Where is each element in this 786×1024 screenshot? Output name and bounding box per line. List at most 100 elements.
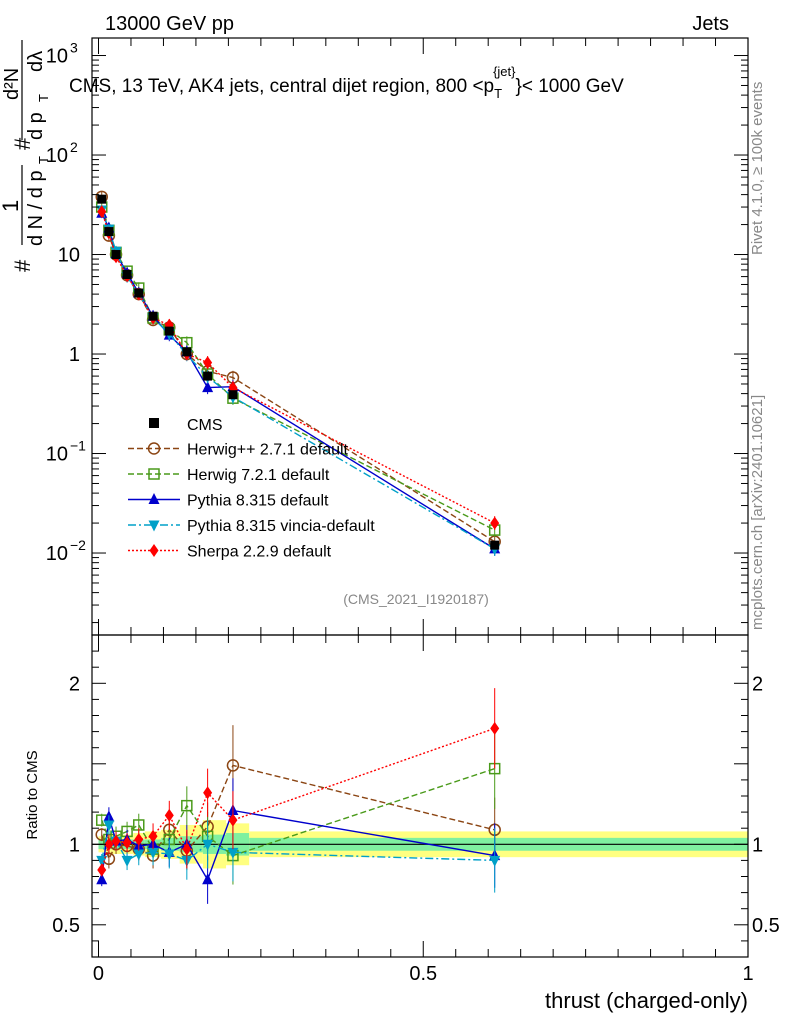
main-ytick-label-2: 1 (69, 344, 80, 366)
ratio-point-3-0 (96, 855, 108, 867)
mcplots-label: mcplots.cern.ch [arXiv:2401.10621] (749, 395, 766, 630)
title-sup: {jet} (493, 64, 516, 79)
legend-marker-2 (148, 493, 160, 504)
series-point-4-8 (203, 356, 213, 370)
main-ylabel: # 1 d N / d p T # d²N d p T dλ (0, 40, 51, 272)
main-ytick-label-0: 10 (46, 543, 68, 565)
legend-marker-1 (148, 468, 160, 480)
header-left: 13000 GeV pp (105, 13, 234, 35)
legend: CMS Herwig++ 2.7.1 default Herwig 7.2.1 de… (128, 417, 375, 561)
main-ytick-label-1: 10 (46, 444, 68, 466)
ratio-ytick-label-l-1: 1 (69, 834, 80, 856)
title-end: }< 1000 GeV (516, 76, 625, 97)
ratio-point-4-3 (122, 836, 132, 850)
xtick-label-1: 0.5 (409, 963, 437, 985)
ratio-point-4-2 (111, 834, 121, 848)
cms-point-1 (104, 227, 114, 237)
xtick-label-0: 0 (93, 963, 104, 985)
ylabel-hash1: # (10, 259, 35, 272)
ratio-ytick-label-l-2: 2 (69, 673, 80, 695)
ratio-point-2-0 (96, 873, 108, 885)
main-ytick-exp-1: −1 (70, 438, 86, 454)
ratio-point-4-9 (228, 813, 238, 827)
ratio-point-4-7 (182, 842, 192, 856)
ylabel-hash2: # (10, 137, 35, 150)
ratio-line-0 (101, 764, 495, 861)
ratio-point-3-4 (133, 849, 145, 861)
ratio-ylabel: Ratio to CMS (24, 750, 41, 839)
series-point-2-8 (202, 381, 214, 393)
plot-title: CMS, 13 TeV, AK4 jets, central dijet reg… (69, 64, 624, 101)
cms-point-4 (134, 288, 144, 298)
ylabel-t1: T (36, 156, 51, 164)
ratio-point-3-8 (202, 839, 214, 851)
ylabel-t2: T (36, 94, 51, 102)
legend-label-0: Herwig++ 2.7.1 default (187, 442, 349, 459)
main-panel (95, 190, 501, 556)
x-axis-label: thrust (charged-only) (545, 988, 748, 1013)
ylabel-dl: dλ (25, 51, 47, 72)
cms-point-0 (97, 194, 107, 204)
ylabel-one: 1 (0, 200, 23, 212)
ylabel-dndpt: d N / d p (25, 170, 47, 246)
main-ytick-exp-0: −2 (70, 537, 86, 553)
header-right: Jets (692, 13, 729, 35)
cms-point-10 (490, 540, 500, 550)
ratio-point-2-8 (202, 873, 214, 885)
main-ytick-label-3: 10 (58, 245, 80, 267)
ratio-point-3-3 (121, 855, 133, 867)
ratio-series-4 (97, 688, 500, 877)
legend-label-2: Pythia 8.315 default (187, 493, 329, 510)
cms-point-3 (122, 269, 132, 279)
cms-data (97, 194, 500, 550)
series-1 (95, 201, 501, 538)
ratio-point-3-5 (147, 847, 159, 859)
title-sub: T (494, 86, 502, 101)
cms-point-6 (164, 326, 174, 336)
main-ytick-label-5: 10 (46, 46, 68, 68)
cms-point-8 (203, 371, 213, 381)
legend-marker-4 (149, 544, 159, 557)
ratio-point-4-5 (148, 829, 158, 843)
ratio-point-4-10 (490, 721, 500, 735)
ratio-ytick-label-r-2: 2 (752, 673, 763, 695)
main-ytick-exp-5: 3 (70, 40, 78, 56)
ratio-uncertainty-bands (92, 820, 749, 869)
main-ytick-label-4: 10 (46, 145, 68, 167)
ratio-ytick-label-r-0: 0.5 (752, 915, 780, 937)
ratio-point-1-7 (181, 799, 193, 812)
rivet-label: Rivet 4.1.0, ≥ 100k events (749, 82, 766, 255)
ratio-point-0-9 (226, 759, 240, 772)
series-line-0 (101, 196, 496, 543)
series-point-4-0 (97, 205, 107, 219)
series-line-4 (101, 211, 496, 524)
legend-label-3: Pythia 8.315 vincia-default (187, 518, 375, 535)
ratio-point-4-4 (134, 832, 144, 846)
series-line-3 (101, 209, 496, 550)
ratio-point-3-10 (489, 855, 501, 867)
ratio-point-4-6 (164, 808, 174, 822)
ratio-point-3-6 (163, 849, 175, 861)
cms-point-7 (182, 347, 192, 357)
legend-label-1: Herwig 7.2.1 default (187, 467, 330, 484)
ratio-frame (91, 634, 749, 958)
ratio-point-4-0 (97, 863, 107, 877)
cms-point-2 (111, 250, 121, 260)
ratio-point-3-1 (103, 820, 115, 832)
ratio-point-3-9 (227, 847, 239, 859)
ratio-panel (95, 688, 501, 904)
main-ytick-exp-4: 2 (70, 139, 78, 155)
legend-marker-3 (148, 520, 160, 532)
legend-label-4: Sherpa 2.2.9 default (187, 544, 332, 561)
cms-point-5 (148, 311, 158, 321)
legend-marker-0 (147, 442, 161, 455)
cms-point-9 (228, 390, 238, 400)
ratio-point-4-8 (203, 786, 213, 800)
analysis-watermark: (CMS_2021_I1920187) (343, 591, 489, 607)
ratio-series-1 (95, 728, 501, 885)
ratio-ytick-label-r-1: 1 (752, 834, 763, 856)
legend-cms-marker (149, 418, 159, 428)
ylabel-d2n: d²N (1, 68, 23, 100)
